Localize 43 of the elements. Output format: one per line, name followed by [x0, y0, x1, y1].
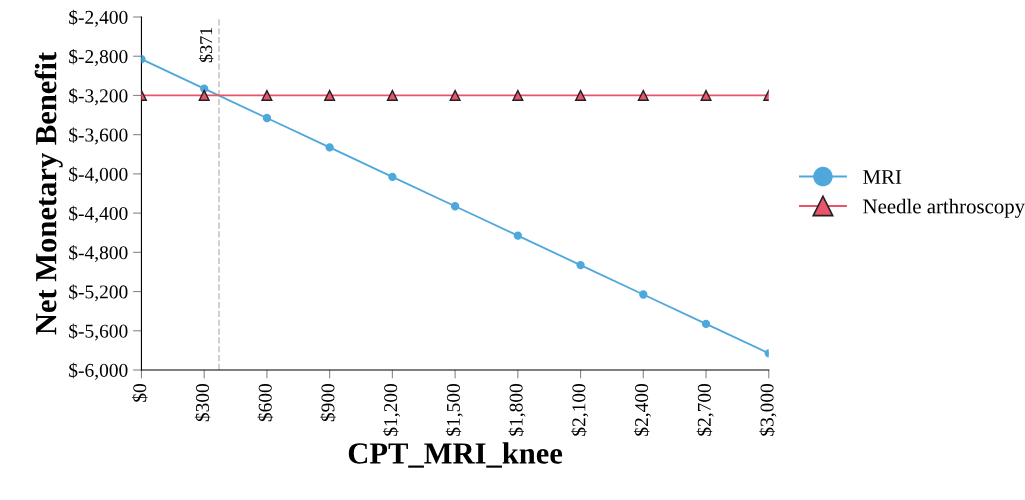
- x-tick-label: $2,700: [696, 383, 714, 436]
- ref-line-label: $371: [198, 27, 214, 63]
- point: [198, 89, 210, 102]
- x-tick-label: $1,200: [382, 383, 401, 436]
- point: [512, 89, 524, 102]
- y-tick-label: $-3,200: [69, 88, 128, 106]
- legend-label: MRI: [863, 170, 902, 184]
- y-tick-label: $-6,000: [69, 362, 128, 380]
- x-tick-label: $300: [194, 383, 211, 422]
- point: [575, 89, 587, 102]
- point: [637, 89, 649, 102]
- y-tick-label: $-2,400: [69, 9, 128, 27]
- point: [639, 290, 648, 299]
- x-tick-label: $2,100: [571, 383, 589, 436]
- point: [513, 231, 522, 240]
- point: [576, 260, 585, 270]
- point: [324, 89, 336, 102]
- x-tick-label: $2,400: [633, 383, 651, 436]
- point: [325, 143, 334, 152]
- point: [700, 89, 712, 102]
- point: [262, 113, 272, 123]
- y-tick-label: $-4,000: [69, 166, 128, 184]
- y-tick-label: $-5,200: [69, 284, 128, 302]
- point: [261, 89, 273, 102]
- point: [388, 172, 397, 181]
- point: [701, 319, 711, 329]
- point: [386, 89, 398, 102]
- y-axis-title: Net Monetary Benefit: [34, 51, 63, 335]
- x-tick-label: $1,500: [445, 383, 463, 436]
- x-tick-label: $1,800: [508, 383, 526, 436]
- x-axis-title: CPT_MRI_knee: [348, 442, 563, 468]
- x-tick-label: $0: [132, 383, 148, 402]
- point: [450, 202, 460, 211]
- x-tick-label: $600: [257, 383, 274, 422]
- x-tick-label: $900: [320, 383, 336, 422]
- y-tick-label: $-2,800: [69, 48, 128, 66]
- y-tick-label: $-3,600: [69, 127, 128, 145]
- legend-label: Needle arthroscopy: [863, 198, 1025, 218]
- x-tick-label: $3,000: [759, 383, 777, 436]
- point: [449, 89, 461, 102]
- y-tick-label: $-5,600: [69, 323, 128, 341]
- y-tick-label: $-4,400: [69, 205, 128, 223]
- y-tick-label: $-4,800: [69, 245, 128, 263]
